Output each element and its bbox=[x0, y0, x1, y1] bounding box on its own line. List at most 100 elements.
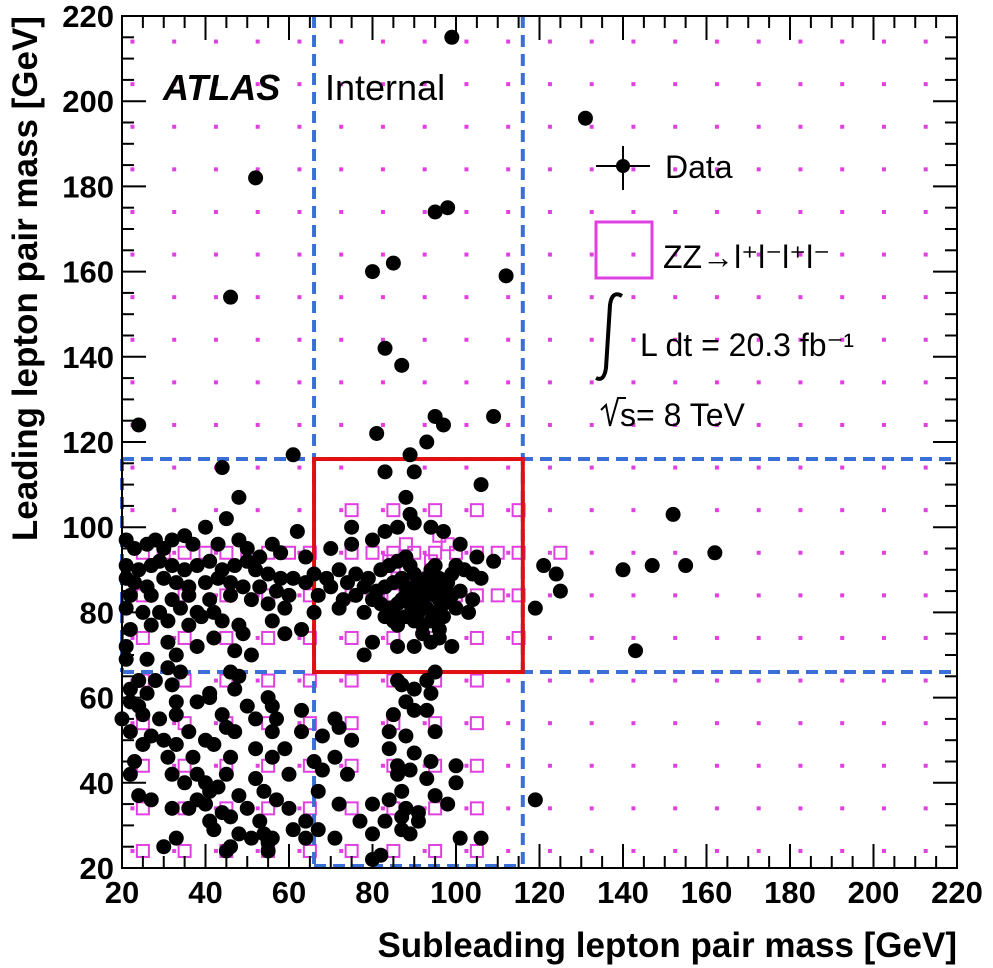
zz-bin-dot bbox=[756, 721, 761, 726]
zz-bin-dot bbox=[213, 721, 218, 726]
data-point bbox=[285, 447, 301, 463]
zz-bin-dot bbox=[756, 508, 761, 513]
zz-bin-dot bbox=[255, 252, 260, 257]
data-point bbox=[156, 541, 172, 556]
zz-bin-dot bbox=[547, 763, 552, 768]
zz-bin-dot bbox=[714, 593, 719, 598]
data-point bbox=[277, 626, 293, 642]
data-point bbox=[331, 562, 347, 578]
zz-bin-dot bbox=[464, 337, 469, 342]
zz-bin-dot bbox=[297, 295, 302, 300]
zz-bin-dot bbox=[422, 252, 427, 257]
zz-bin-dot bbox=[547, 252, 552, 257]
data-point bbox=[344, 519, 360, 535]
data-point bbox=[390, 519, 406, 535]
zz-bin-dot bbox=[297, 593, 302, 598]
zz-bin-dot bbox=[172, 508, 177, 513]
zz-bin-dot bbox=[881, 124, 886, 129]
data-point bbox=[577, 110, 593, 126]
data-point bbox=[198, 575, 213, 591]
zz-bin-dot bbox=[130, 635, 135, 640]
data-point bbox=[448, 600, 464, 616]
zz-bin-dot bbox=[756, 422, 761, 427]
zz-bin-dot bbox=[297, 550, 302, 555]
zz-bin-dot bbox=[297, 82, 302, 87]
data-point bbox=[473, 570, 489, 586]
zz-bin-dot bbox=[589, 295, 594, 300]
data-point bbox=[189, 638, 205, 654]
data-point bbox=[314, 728, 330, 744]
sqrt-sign-icon bbox=[600, 397, 626, 427]
data-point bbox=[377, 340, 393, 356]
zz-expectation-box bbox=[219, 545, 234, 560]
x-tick-label: 80 bbox=[355, 875, 389, 910]
data-point bbox=[390, 766, 406, 782]
data-point bbox=[486, 408, 502, 424]
zz-bin-dot bbox=[756, 635, 761, 640]
data-point bbox=[678, 558, 694, 574]
zz-expectation-box bbox=[344, 503, 359, 518]
x-tick-label: 220 bbox=[931, 875, 983, 910]
data-point bbox=[156, 732, 172, 748]
zz-expectation-box bbox=[386, 843, 401, 858]
x-tick-label: 100 bbox=[430, 875, 482, 910]
data-point bbox=[177, 775, 193, 791]
data-point bbox=[143, 792, 159, 808]
zz-bin-dot bbox=[798, 848, 803, 853]
zz-bin-dot bbox=[673, 848, 678, 853]
data-point bbox=[243, 592, 259, 608]
data-point bbox=[135, 736, 151, 752]
zz-bin-dot bbox=[213, 167, 218, 172]
x-tick-label: 120 bbox=[514, 875, 566, 910]
x-tick-label: 40 bbox=[188, 875, 222, 910]
data-point bbox=[268, 711, 284, 727]
zz-bin-dot bbox=[172, 39, 177, 44]
zz-bin-dot bbox=[798, 380, 803, 385]
zz-bin-dot bbox=[923, 806, 928, 811]
zz-bin-dot bbox=[506, 465, 511, 470]
zz-bin-dot bbox=[923, 763, 928, 768]
zz-bin-dot bbox=[589, 635, 594, 640]
zz-bin-dot bbox=[213, 337, 218, 342]
data-point bbox=[394, 677, 410, 693]
data-point bbox=[473, 477, 489, 493]
data-point bbox=[198, 519, 213, 535]
zz-bin-dot bbox=[589, 848, 594, 853]
zz-bin-dot bbox=[714, 678, 719, 683]
zz-bin-dot bbox=[923, 295, 928, 300]
data-point bbox=[223, 289, 239, 305]
zz-bin-dot bbox=[798, 550, 803, 555]
zz-bin-dot bbox=[506, 635, 511, 640]
zz-bin-dot bbox=[923, 721, 928, 726]
zz-bin-dot bbox=[631, 508, 636, 513]
data-point bbox=[398, 489, 414, 505]
zz-bin-dot bbox=[840, 337, 845, 342]
data-point bbox=[131, 417, 147, 433]
zz-bin-dot bbox=[506, 508, 511, 513]
data-point bbox=[527, 600, 543, 616]
zz-bin-dot bbox=[589, 593, 594, 598]
zz-bin-dot bbox=[297, 721, 302, 726]
zz-bin-dot bbox=[798, 167, 803, 172]
zz-bin-dot bbox=[923, 465, 928, 470]
data-point bbox=[252, 549, 268, 565]
zz-bin-dot bbox=[756, 593, 761, 598]
data-point bbox=[223, 749, 239, 765]
zz-bin-dot bbox=[547, 337, 552, 342]
zz-bin-dot bbox=[756, 465, 761, 470]
zz-bin-dot bbox=[840, 39, 845, 44]
zz-bin-dot bbox=[547, 209, 552, 214]
data-point bbox=[260, 596, 276, 612]
zz-bin-dot bbox=[840, 465, 845, 470]
zz-bin-dot bbox=[339, 380, 344, 385]
zz-expectation-box bbox=[302, 801, 317, 816]
data-point bbox=[122, 724, 138, 740]
zz-bin-dot bbox=[213, 593, 218, 598]
data-point bbox=[527, 792, 543, 808]
zz-bin-dot bbox=[547, 380, 552, 385]
data-point bbox=[365, 264, 380, 280]
zz-bin-dot bbox=[213, 422, 218, 427]
zz-bin-dot bbox=[631, 39, 636, 44]
data-point bbox=[465, 592, 481, 608]
zz-bin-dot bbox=[506, 678, 511, 683]
